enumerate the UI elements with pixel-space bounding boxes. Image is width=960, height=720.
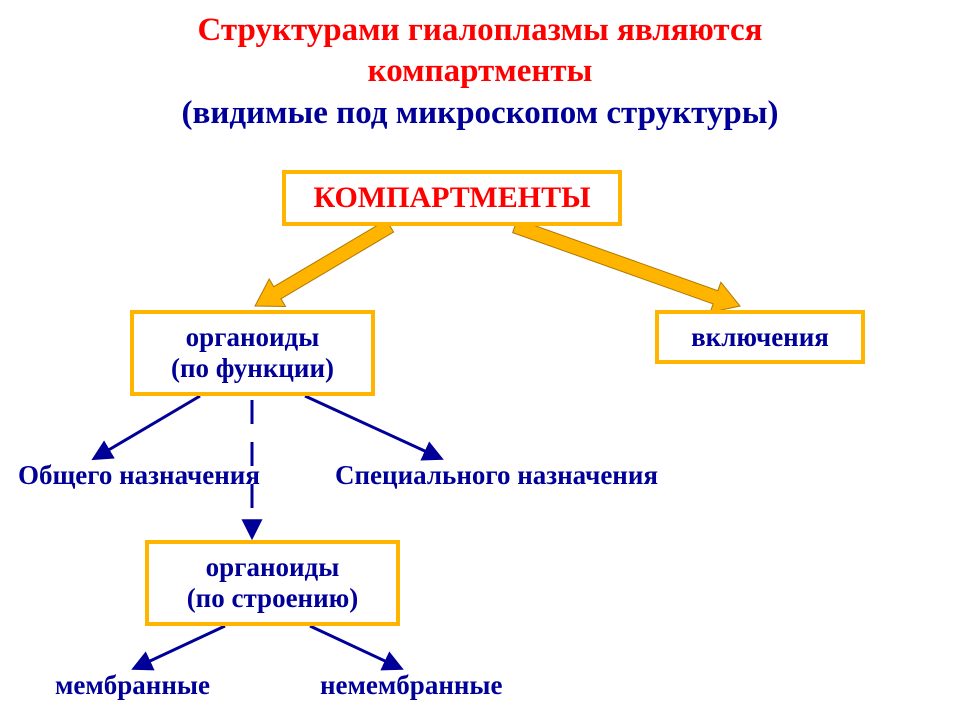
box-organoids-function-line1: органоиды [186,322,320,353]
orange-arrows-group [255,219,740,312]
box-organoids-structure-line2: (по строению) [187,583,359,614]
box-organoids-structure: органоиды (по строению) [145,540,400,626]
blue-arrows-group [95,396,440,668]
box-inclusions-label: включения [691,322,829,353]
label-general-purpose: Общего назначения [18,460,260,491]
title-block: Структурами гиалоплазмы являются компарт… [0,0,960,134]
title-line-2: компартменты [0,51,960,92]
box-organoids-structure-line1: органоиды [206,552,340,583]
box-organoids-function: органоиды (по функции) [130,310,375,396]
box-inclusions: включения [655,310,865,364]
title-line-3: (видимые под микроскопом структуры) [0,93,960,134]
label-special-purpose: Специального назначения [335,460,658,491]
label-membrane: мембранные [55,670,210,701]
box-compartments-label: КОМПАРТМЕНТЫ [313,181,590,215]
box-organoids-function-line2: (по функции) [171,353,334,384]
title-line-1: Структурами гиалоплазмы являются [0,10,960,51]
box-compartments: КОМПАРТМЕНТЫ [282,170,622,226]
label-nonmembrane: немембранные [320,670,503,701]
